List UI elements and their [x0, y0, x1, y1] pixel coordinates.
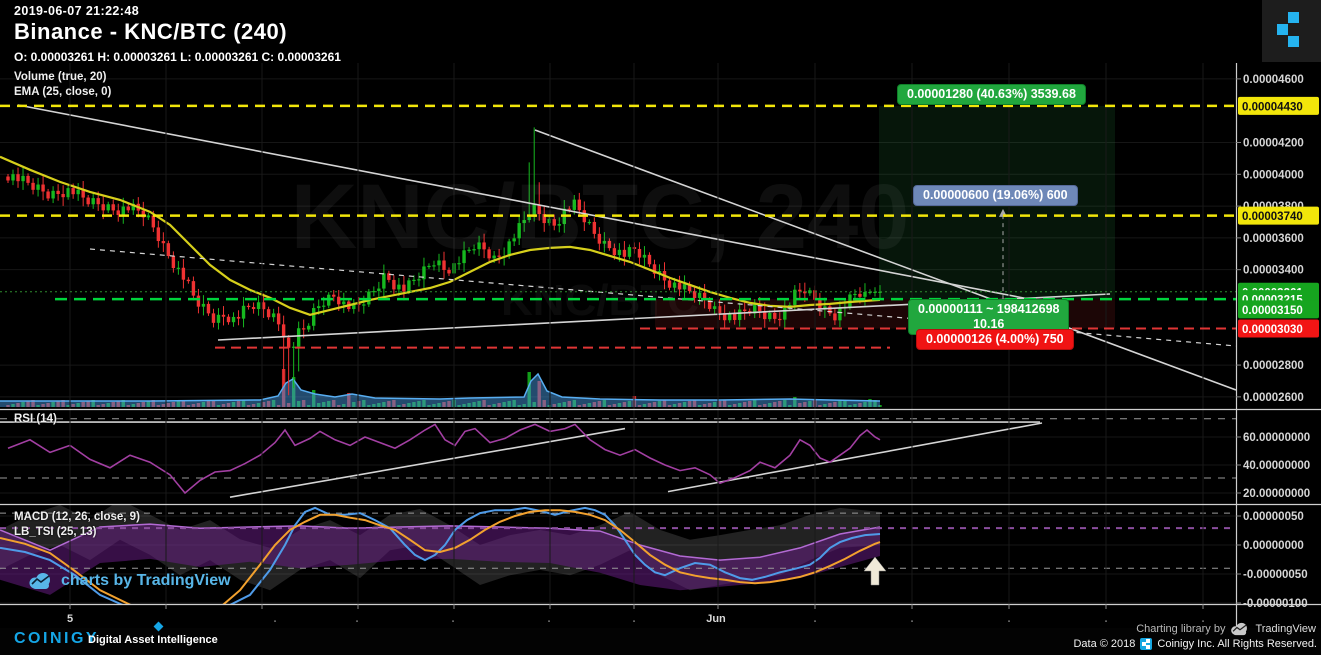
footer-bar — [0, 628, 1321, 655]
lb-tsi-legend: LB_TSI (25, 13) — [14, 526, 97, 538]
chart-timestamp: 2019-06-07 21:22:48 — [14, 4, 140, 18]
target-price-label[interactable]: 0.00001280 (40.63%) 3539.68 — [897, 84, 1086, 105]
coinigy-logo-icon — [1262, 0, 1321, 62]
tradingview-name[interactable]: TradingView — [1255, 623, 1316, 635]
price-axis-tick: 0.00000050 — [1243, 511, 1304, 523]
tradingview-attribution-text: charts by TradingView — [61, 572, 231, 589]
ema-legend: EMA (25, close, 0) — [14, 86, 112, 98]
time-axis-label: . — [1201, 613, 1204, 625]
price-axis-tick: 0.00003400 — [1243, 265, 1304, 277]
risk-reward-line1: 0.00000111 ~ 198412698 — [918, 302, 1060, 316]
price-axis-badge-label: 0.00004430 — [1242, 101, 1303, 113]
tradingview-attribution[interactable]: charts by TradingView — [28, 572, 231, 590]
stop-price-label[interactable]: 0.00000126 (4.00%) 750 — [916, 329, 1074, 350]
trend-line[interactable] — [89, 248, 1236, 347]
price-axis-tick: 0.00004200 — [1243, 137, 1304, 149]
price-axis-tick: -0.00000100 — [1243, 598, 1308, 610]
price-axis-badge[interactable] — [1238, 319, 1319, 338]
time-axis-label: . — [273, 613, 276, 625]
copyright-line: Data © 2018 Coinigy Inc. All Rights Rese… — [1073, 638, 1317, 650]
rsi-legend: RSI (14) — [14, 413, 57, 425]
time-axis-label: . — [910, 613, 913, 625]
macd-panel[interactable] — [0, 500, 1236, 618]
time-axis-label: . — [355, 613, 358, 625]
rsi-panel[interactable] — [0, 418, 1236, 498]
up-arrow-cursor[interactable] — [863, 556, 887, 586]
range-measure-label[interactable]: 0.00000600 (19.06%) 600 — [913, 185, 1078, 206]
coinigy-footer-icon — [1140, 638, 1153, 650]
time-axis-label: Jun — [706, 613, 726, 625]
time-axis-label: 5 — [67, 613, 73, 625]
copyright-post: Coinigy Inc. All Rights Reserved. — [1157, 638, 1317, 650]
price-axis-tick: -0.00000050 — [1243, 569, 1308, 581]
time-axis-label: . — [547, 613, 550, 625]
coinigy-tagline: Digital Asset Intelligence — [88, 634, 218, 646]
watermark-symbol-small: KNC/BTC — [501, 276, 699, 325]
time-axis-label: . — [632, 613, 635, 625]
ema-line — [0, 155, 881, 316]
price-axis-badge-label: 0.00003150 — [1242, 305, 1303, 317]
charting-library-text: Charting library by — [1136, 623, 1226, 635]
coinigy-wordmark[interactable]: COINIGY — [14, 630, 100, 647]
price-axis-tick: 40.00000000 — [1243, 460, 1310, 472]
chart-canvas[interactable]: KNC/BTC, 240 KNC/BTC 0.00004600 0.00004200 0… — [0, 0, 1321, 628]
price-axis-badge[interactable] — [1238, 96, 1319, 115]
risk-reward-line2: 10.16 — [973, 317, 1005, 331]
price-axis-badge[interactable] — [1238, 300, 1319, 319]
rsi-line — [7, 423, 881, 495]
tradingview-cloud-icon — [29, 573, 50, 589]
price-axis-tick: 0.00003600 — [1243, 233, 1304, 245]
watermark-symbol: KNC/BTC, 240 — [291, 166, 910, 268]
trend-line[interactable] — [534, 129, 1236, 391]
price-axis-tick: 0.00000000 — [1243, 540, 1304, 552]
price-axis-tick: 60.00000000 — [1243, 432, 1310, 444]
price-axis-tick: 0.00004000 — [1243, 169, 1304, 181]
macd-signal-line — [0, 509, 881, 604]
trend-line[interactable] — [17, 104, 1061, 306]
time-axis-label: . — [1104, 613, 1107, 625]
time-axis-label: . — [1007, 613, 1010, 625]
tradingview-cloud-icon-small — [1231, 622, 1248, 636]
price-axis-badge-label: 0.00003030 — [1242, 324, 1303, 336]
price-axis-tick: 0.00002600 — [1243, 392, 1304, 404]
price-axis-tick: 0.00002800 — [1243, 360, 1304, 372]
time-axis-label: . — [451, 613, 454, 625]
chart-title: Binance - KNC/BTC (240) — [14, 19, 288, 44]
time-axis-label: . — [813, 613, 816, 625]
volume-legend: Volume (true, 20) — [14, 71, 107, 83]
price-axis-tick: 0.00004600 — [1243, 74, 1304, 86]
macd-line — [0, 506, 881, 604]
copyright-pre: Data © 2018 — [1073, 638, 1136, 650]
price-axis-badge[interactable] — [1238, 206, 1319, 225]
price-axis-badge-label: 0.00003740 — [1242, 211, 1303, 223]
rsi-trend-line[interactable] — [229, 427, 626, 498]
ohlc-readout: O: 0.00003261 H: 0.00003261 L: 0.0000326… — [14, 50, 341, 64]
price-axis-tick: 20.00000000 — [1243, 488, 1310, 500]
charting-library-credit: Charting library by TradingView — [1136, 622, 1316, 636]
macd-legend: MACD (12, 26, close, 9) — [14, 511, 140, 523]
